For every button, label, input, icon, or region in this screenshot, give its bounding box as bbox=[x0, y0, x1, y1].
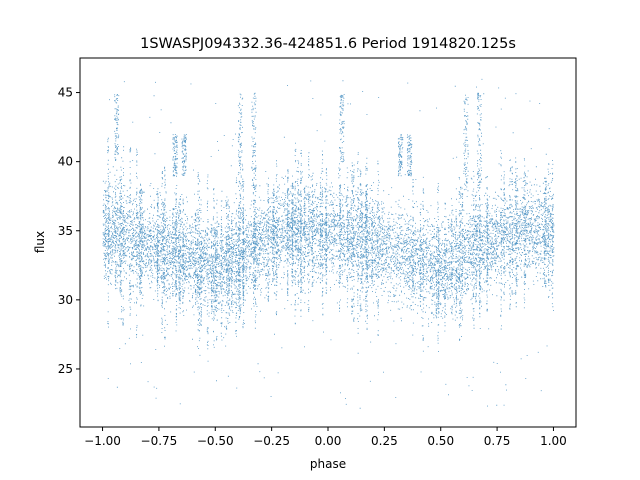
x-tick-label: −0.75 bbox=[141, 434, 178, 448]
chart-title: 1SWASPJ094332.36-424851.6 Period 1914820… bbox=[140, 36, 516, 52]
x-tick-label: 0.25 bbox=[371, 434, 398, 448]
y-tick-label: 35 bbox=[58, 224, 73, 238]
y-tick-label: 45 bbox=[58, 86, 73, 100]
x-tick-label: −1.00 bbox=[84, 434, 121, 448]
y-axis: 25 30 35 40 45 bbox=[58, 86, 80, 376]
y-axis-label: flux bbox=[33, 231, 47, 253]
scatter-points bbox=[102, 78, 555, 409]
y-tick-label: 40 bbox=[58, 155, 73, 169]
x-axis-label: phase bbox=[310, 457, 346, 471]
x-tick-label: 0.75 bbox=[484, 434, 511, 448]
x-axis: −1.00 −0.75 −0.50 −0.25 0.00 0.25 0.50 0.75 1.00 bbox=[84, 427, 567, 448]
x-tick-label: 0.00 bbox=[315, 434, 342, 448]
x-tick-label: −0.25 bbox=[253, 434, 290, 448]
scatter-marks bbox=[102, 78, 555, 409]
y-tick-label: 25 bbox=[58, 362, 73, 376]
x-tick-label: −0.50 bbox=[197, 434, 234, 448]
x-tick-label: 1.00 bbox=[540, 434, 567, 448]
x-tick-label: 0.50 bbox=[427, 434, 454, 448]
y-tick-label: 30 bbox=[58, 293, 73, 307]
